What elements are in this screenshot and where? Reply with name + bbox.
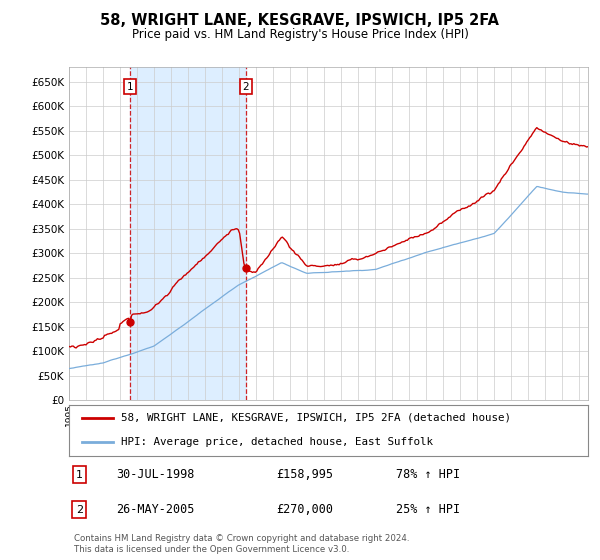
- Text: 25% ↑ HPI: 25% ↑ HPI: [396, 503, 460, 516]
- Text: Price paid vs. HM Land Registry's House Price Index (HPI): Price paid vs. HM Land Registry's House …: [131, 28, 469, 41]
- Text: 30-JUL-1998: 30-JUL-1998: [116, 468, 194, 481]
- Text: HPI: Average price, detached house, East Suffolk: HPI: Average price, detached house, East…: [121, 437, 433, 447]
- Text: 78% ↑ HPI: 78% ↑ HPI: [396, 468, 460, 481]
- Text: 2: 2: [76, 505, 83, 515]
- Text: 58, WRIGHT LANE, KESGRAVE, IPSWICH, IP5 2FA: 58, WRIGHT LANE, KESGRAVE, IPSWICH, IP5 …: [101, 13, 499, 28]
- Text: 1: 1: [127, 82, 133, 92]
- Bar: [130, 67, 246, 400]
- Text: 26-MAY-2005: 26-MAY-2005: [116, 503, 194, 516]
- Text: £158,995: £158,995: [277, 468, 334, 481]
- Text: 58, WRIGHT LANE, KESGRAVE, IPSWICH, IP5 2FA (detached house): 58, WRIGHT LANE, KESGRAVE, IPSWICH, IP5 …: [121, 413, 511, 423]
- Text: £270,000: £270,000: [277, 503, 334, 516]
- Text: 2: 2: [242, 82, 249, 92]
- Text: 1: 1: [76, 470, 83, 479]
- Text: Contains HM Land Registry data © Crown copyright and database right 2024.
This d: Contains HM Land Registry data © Crown c…: [74, 534, 410, 554]
